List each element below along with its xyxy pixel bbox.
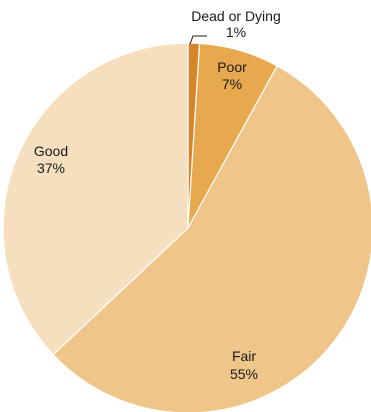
slice-fair — [52, 65, 371, 412]
slice-value-poor: 7% — [222, 76, 242, 92]
slice-label-dead-or-dying: Dead or Dying — [191, 8, 281, 24]
leader-line-dead-or-dying — [189, 35, 207, 45]
slice-label-poor: Poor — [217, 59, 247, 75]
slice-value-fair: 55% — [230, 366, 258, 382]
slice-label-good: Good — [34, 143, 68, 159]
pie-slices — [2, 42, 371, 412]
slice-label-fair: Fair — [232, 348, 256, 364]
slice-good — [2, 42, 189, 356]
slice-value-good: 37% — [37, 160, 65, 176]
slice-value-dead-or-dying: 1% — [226, 24, 246, 40]
